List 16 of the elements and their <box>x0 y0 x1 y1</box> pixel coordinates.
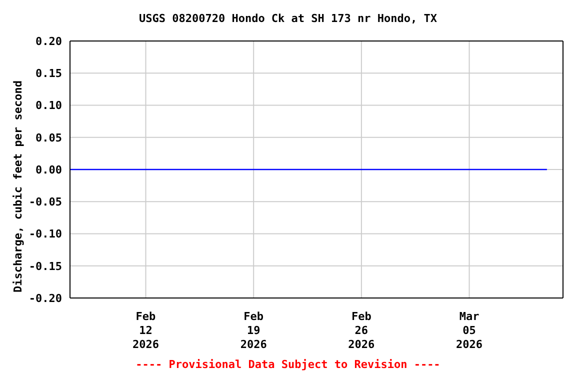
y-tick-label: -0.10 <box>28 228 62 241</box>
y-tick-label: 0.15 <box>36 67 62 80</box>
text: ---- Provisional Data Subject to Revision ---- <box>134 358 442 371</box>
y-tick-label: 0.10 <box>36 99 62 112</box>
y-tick-label: -0.20 <box>28 292 62 305</box>
y-tick-label: -0.15 <box>28 260 62 273</box>
x-tick-label: Feb 12 2026 <box>132 310 160 351</box>
y-tick-label: 0.00 <box>36 163 62 176</box>
x-tick-label: Feb 26 2026 <box>348 310 376 351</box>
y-tick-label: 0.05 <box>36 131 62 144</box>
y-tick-label: 0.20 <box>36 34 62 48</box>
x-tick-label: Mar 05 2026 <box>456 310 483 351</box>
y-axis-title: Discharge, cubic feet per second <box>12 80 25 292</box>
chart-title: USGS 08200720 Hondo Ck at SH 173 nr Hondo, TX <box>138 12 438 25</box>
x-tick-label: Feb 19 2026 <box>240 310 268 351</box>
y-tick-label: -0.05 <box>28 196 62 209</box>
